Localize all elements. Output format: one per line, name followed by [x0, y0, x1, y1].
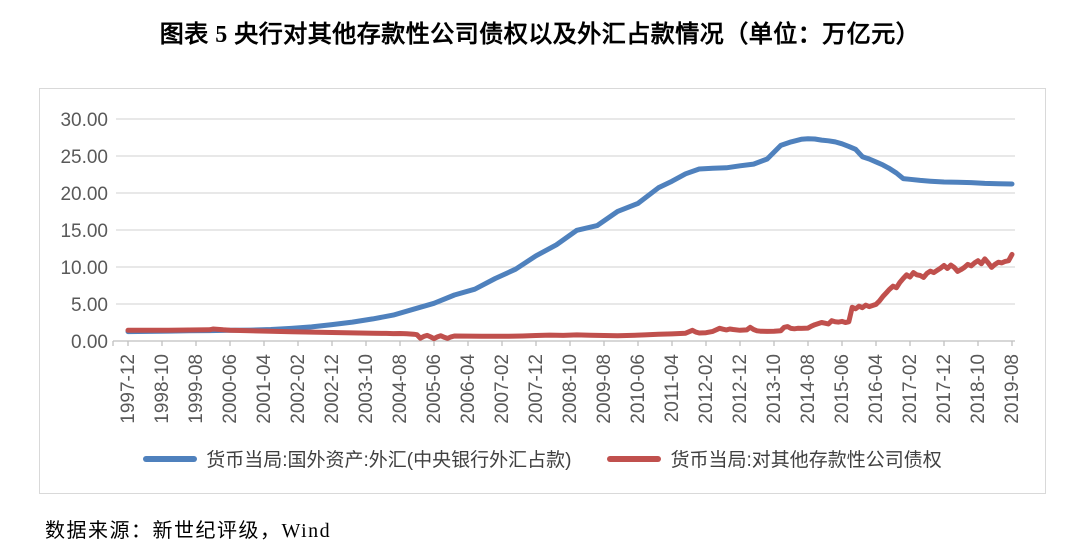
svg-text:2005-06: 2005-06 [424, 354, 445, 424]
svg-text:2018-10: 2018-10 [968, 354, 989, 424]
source-note: 数据来源：新世纪评级，Wind [45, 520, 332, 542]
svg-text:2015-06: 2015-06 [832, 354, 853, 424]
svg-text:2013-10: 2013-10 [764, 354, 785, 424]
svg-text:2007-12: 2007-12 [526, 354, 547, 424]
y-axis-labels: 0.00 5.00 10.00 15.00 20.00 25.00 30.00 [60, 110, 108, 353]
svg-text:2001-04: 2001-04 [254, 354, 275, 424]
gridlines [116, 118, 1015, 305]
svg-text:2003-10: 2003-10 [356, 354, 377, 424]
svg-text:2017-12: 2017-12 [934, 354, 955, 424]
legend-label: 货币当局:对其他存款性公司债权 [670, 450, 942, 471]
x-axis [112, 340, 1015, 346]
svg-text:2014-08: 2014-08 [798, 354, 819, 424]
svg-text:2007-02: 2007-02 [492, 354, 513, 424]
svg-text:2011-04: 2011-04 [662, 354, 683, 423]
svg-text:10.00: 10.00 [60, 258, 108, 279]
legend-line-swatch [607, 455, 662, 462]
legend-item-1: 货币当局:对其他存款性公司债权 [607, 445, 942, 472]
svg-text:2012-02: 2012-02 [696, 354, 717, 424]
svg-text:0.00: 0.00 [71, 332, 108, 353]
svg-text:2000-06: 2000-06 [220, 354, 241, 424]
svg-text:2009-08: 2009-08 [594, 354, 615, 424]
svg-text:30.00: 30.00 [60, 110, 108, 131]
svg-text:2008-10: 2008-10 [560, 354, 581, 424]
svg-text:1997-12: 1997-12 [118, 354, 139, 424]
chart-title: 图表 5 央行对其他存款性公司债权以及外汇占款情况（单位：万亿元） [159, 22, 921, 48]
svg-text:2002-02: 2002-02 [288, 354, 309, 424]
svg-text:25.00: 25.00 [60, 147, 108, 168]
legend-line-swatch [143, 455, 198, 462]
series-line-0 [125, 136, 1015, 335]
svg-text:20.00: 20.00 [60, 184, 108, 205]
svg-text:2006-04: 2006-04 [458, 354, 479, 424]
svg-text:2012-12: 2012-12 [730, 354, 751, 424]
svg-text:2019-08: 2019-08 [1002, 354, 1023, 424]
svg-text:2004-08: 2004-08 [390, 354, 411, 424]
svg-text:5.00: 5.00 [71, 295, 108, 316]
line-chart: 0.00 5.00 10.00 15.00 20.00 25.00 30.00 1997-12… [60, 110, 1023, 424]
svg-text:1999-08: 1999-08 [186, 354, 207, 424]
x-axis-labels: 1997-12 1998-10 1999-08 2000-06 2001-04 2002-… [118, 354, 1023, 424]
svg-text:2002-12: 2002-12 [322, 354, 343, 424]
svg-text:1998-10: 1998-10 [152, 354, 173, 424]
series-line-1 [125, 251, 1015, 342]
chart-container: 0.00 5.00 10.00 15.00 20.00 25.00 30.00 1997-12… [39, 88, 1046, 494]
svg-text:15.00: 15.00 [60, 221, 108, 242]
legend-item-0: 货币当局:国外资产:外汇(中央银行外汇占款) [143, 445, 571, 472]
svg-text:2016-04: 2016-04 [866, 354, 887, 424]
legend-label: 货币当局:国外资产:外汇(中央银行外汇占款) [206, 450, 572, 471]
svg-text:2010-06: 2010-06 [628, 354, 649, 424]
chart-legend: 货币当局:国外资产:外汇(中央银行外汇占款) 货币当局:对其他存款性公司债权 [40, 445, 1045, 472]
svg-text:2017-02: 2017-02 [900, 354, 921, 424]
